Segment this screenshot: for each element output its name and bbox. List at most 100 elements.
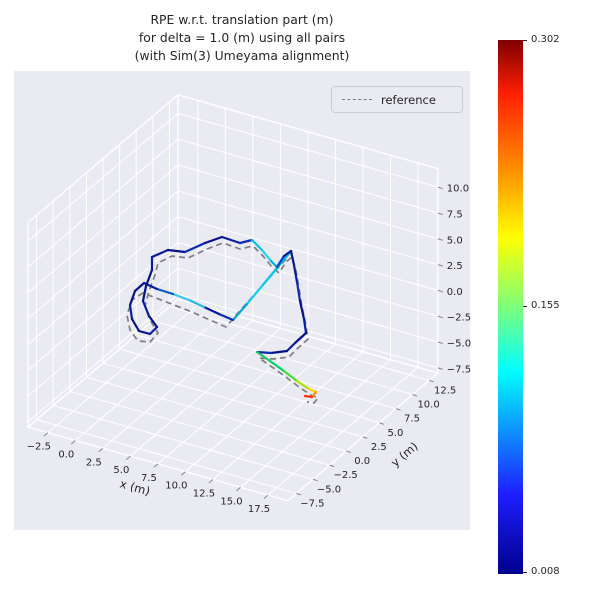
trajectory-segment (203, 235, 224, 245)
trajectory-segment (268, 359, 286, 373)
y-tick (429, 379, 434, 383)
gridline (86, 376, 347, 452)
y-tick (296, 492, 302, 496)
x-tick-label: 15.0 (220, 496, 242, 507)
colorbar-label-min: 0.008 (531, 566, 560, 577)
z-tick (437, 315, 443, 319)
x-tick-label: 12.5 (193, 489, 215, 500)
z-tick-label: 5.0 (447, 235, 463, 246)
trajectory-segment (292, 263, 299, 284)
trajectory-segment (171, 292, 191, 302)
legend: reference (331, 86, 463, 113)
colorbar-tick-mid (523, 306, 527, 308)
chart-title: RPE w.r.t. translation part (m) for delt… (134, 12, 350, 63)
trajectory-segment (255, 350, 272, 363)
y-tick-label: 0.0 (354, 456, 370, 467)
gridline (177, 241, 438, 317)
x-tick-label: 10.0 (165, 481, 187, 492)
trajectory-segment (128, 303, 134, 321)
x-tick (263, 494, 269, 500)
gridline (27, 138, 179, 268)
x-tick (236, 486, 241, 492)
z-tick-label: 7.5 (447, 209, 463, 220)
colorbar-gradient (498, 40, 523, 574)
z-tick (437, 212, 443, 215)
z-tick (437, 186, 443, 190)
trajectory-segment (255, 350, 273, 355)
z-tick-label: −7.5 (447, 364, 471, 375)
x-tick (98, 447, 104, 453)
gridline (136, 334, 397, 410)
trajectory-segment (128, 289, 137, 307)
z-tick (437, 289, 443, 293)
z-tick (437, 238, 443, 241)
y-tick-label: 5.0 (387, 428, 403, 439)
trajectory-segment (220, 235, 242, 245)
z-tick-label: −2.5 (447, 313, 471, 324)
trajectory-segment (166, 248, 187, 254)
gridline (27, 113, 179, 242)
gridline (169, 306, 430, 381)
trajectory-segment (269, 259, 279, 269)
gridline (177, 293, 438, 369)
trajectory-segment (289, 249, 296, 267)
z-tick-label: −5.0 (447, 339, 471, 350)
gridline (27, 293, 179, 423)
gridline (36, 419, 297, 494)
x-tick-label: −2.5 (27, 442, 51, 453)
gridline (53, 405, 314, 480)
trajectory-segment (148, 325, 159, 336)
z-tick (437, 264, 443, 267)
trajectory-segment (144, 268, 154, 288)
y-tick-label: −2.5 (333, 470, 357, 481)
gridline (27, 267, 179, 397)
trajectory-segment (187, 298, 206, 309)
y-tick-label: 12.5 (434, 385, 456, 396)
y-tick-label: 2.5 (371, 442, 387, 453)
y-tick (362, 436, 368, 439)
trajectory-segment (150, 248, 170, 259)
y-tick-label: −7.5 (300, 498, 324, 509)
trajectory-segment (269, 349, 289, 355)
trajectory-segment (202, 305, 221, 316)
axes-3d: −2.50.02.55.07.510.012.515.017.5−7.5−5.0… (26, 93, 471, 515)
trajectory-segment (298, 299, 306, 321)
x-tick (71, 440, 76, 445)
trajectory-segment (250, 238, 264, 252)
trajectory-segment (293, 331, 308, 345)
x-tick-label: 0.0 (58, 449, 74, 460)
trajectory-segment (238, 238, 254, 245)
y-tick-label: −5.0 (317, 484, 341, 495)
gridline (177, 216, 438, 291)
y-tick (329, 464, 335, 468)
x-tick-label: 2.5 (86, 457, 102, 468)
trajectory-segment (141, 299, 151, 318)
x-tick (43, 432, 49, 437)
legend-label: reference (381, 92, 436, 107)
colorbar-label-mid: 0.155 (531, 300, 560, 311)
colorbar: 0.302 0.155 0.008 (498, 34, 560, 577)
trajectory-segment (295, 379, 311, 391)
trajectory-segment (302, 317, 308, 335)
y-tick (412, 394, 418, 397)
trajectory-segment (141, 284, 148, 303)
x-tick (208, 479, 214, 484)
trajectory-segment (137, 329, 152, 336)
z-tick-label: 10.0 (447, 184, 469, 195)
y-tick (395, 408, 401, 411)
trajectory-segment (260, 266, 279, 288)
trajectory-segment (295, 280, 302, 303)
colorbar-label-max: 0.302 (531, 34, 560, 45)
gridline (69, 390, 330, 466)
trajectory-segment (155, 287, 175, 296)
y-tick (312, 478, 318, 482)
trajectory-segment (303, 394, 314, 399)
trajectory-segment (285, 341, 297, 353)
x-tick (181, 471, 186, 476)
y-tick (379, 422, 385, 425)
y-tick-label: 7.5 (404, 414, 420, 425)
colorbar-tick-min (523, 572, 527, 574)
gridline (27, 216, 179, 345)
